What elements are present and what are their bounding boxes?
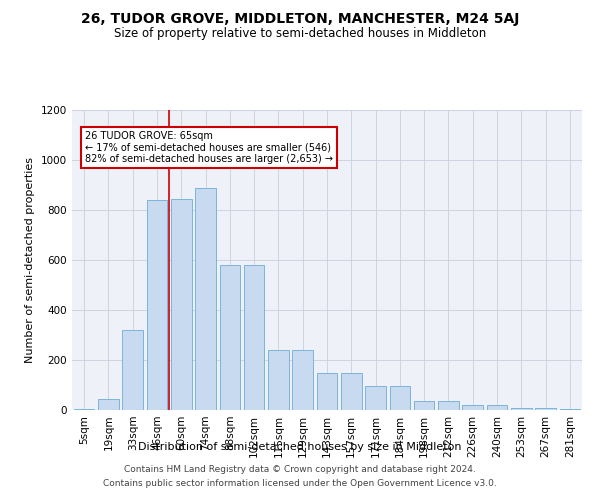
Bar [195, 188, 216, 410]
Y-axis label: Number of semi-detached properties: Number of semi-detached properties [25, 157, 35, 363]
Bar [122, 330, 143, 410]
Text: 26 TUDOR GROVE: 65sqm
← 17% of semi-detached houses are smaller (546)
82% of sem: 26 TUDOR GROVE: 65sqm ← 17% of semi-deta… [85, 131, 333, 164]
Bar [365, 386, 386, 410]
Bar [74, 409, 94, 410]
Bar [438, 401, 459, 410]
Bar [220, 265, 240, 410]
Bar [268, 350, 289, 410]
Text: Size of property relative to semi-detached houses in Middleton: Size of property relative to semi-detach… [114, 28, 486, 40]
Bar [414, 401, 434, 410]
Text: 26, TUDOR GROVE, MIDDLETON, MANCHESTER, M24 5AJ: 26, TUDOR GROVE, MIDDLETON, MANCHESTER, … [81, 12, 519, 26]
Bar [341, 372, 362, 410]
Bar [511, 408, 532, 410]
Bar [389, 386, 410, 410]
Bar [292, 350, 313, 410]
Bar [317, 372, 337, 410]
Bar [98, 399, 119, 410]
Text: Distribution of semi-detached houses by size in Middleton: Distribution of semi-detached houses by … [138, 442, 462, 452]
Bar [244, 265, 265, 410]
Text: Contains HM Land Registry data © Crown copyright and database right 2024.
Contai: Contains HM Land Registry data © Crown c… [103, 466, 497, 487]
Bar [146, 200, 167, 410]
Bar [487, 405, 508, 410]
Bar [463, 405, 483, 410]
Bar [171, 198, 191, 410]
Bar [535, 408, 556, 410]
Bar [560, 409, 580, 410]
